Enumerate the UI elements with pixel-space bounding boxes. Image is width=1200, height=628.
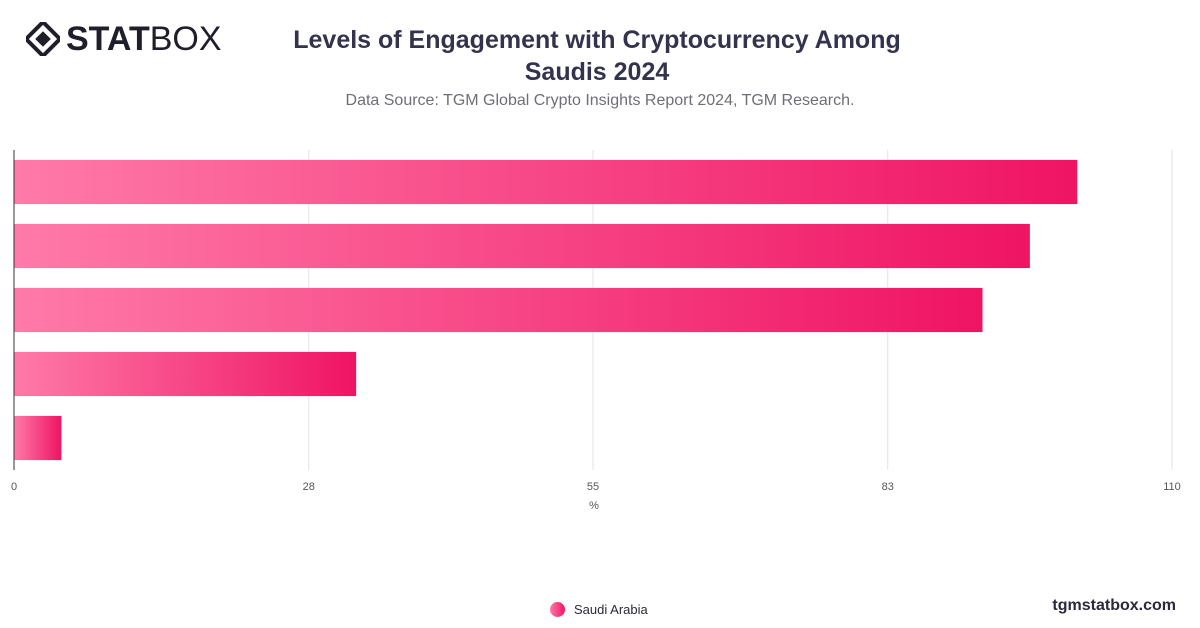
legend-label: Saudi Arabia	[574, 602, 648, 617]
x-tick-label: 110	[1163, 481, 1181, 493]
statbox-logo: STAT BOX	[26, 22, 222, 56]
x-tick-label: 0	[11, 481, 17, 493]
bar[interactable]	[14, 351, 357, 397]
bar[interactable]	[14, 415, 62, 461]
bar[interactable]	[14, 287, 983, 333]
x-axis-label: %	[589, 500, 599, 512]
statbox-diamond-icon	[26, 22, 60, 56]
legend[interactable]: Saudi Arabia	[550, 602, 648, 617]
x-tick-label: 55	[587, 481, 599, 493]
logo-text-light: BOX	[149, 20, 222, 58]
bar[interactable]	[14, 223, 1030, 269]
watermark: tgmstatbox.com	[1052, 597, 1176, 614]
x-tick-label: 28	[303, 481, 315, 493]
chart-subtitle: Data Source: TGM Global Crypto Insights …	[345, 92, 855, 109]
bar[interactable]	[14, 159, 1078, 205]
x-tick-label: 83	[882, 481, 894, 493]
chart-title: Levels of Engagement with Cryptocurrency…	[293, 26, 901, 86]
legend-marker	[550, 602, 565, 617]
logo-text-bold: STAT	[66, 20, 150, 58]
